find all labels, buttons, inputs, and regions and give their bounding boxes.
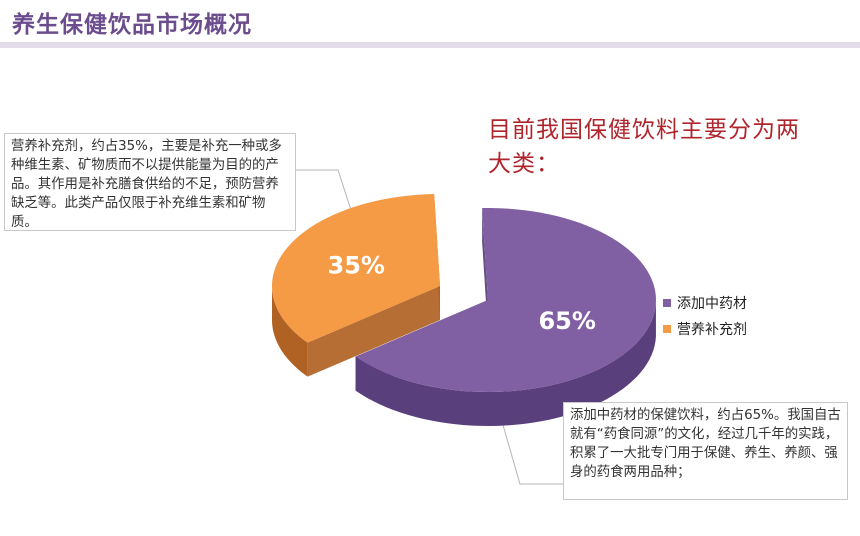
- title-divider: [0, 42, 860, 48]
- pie-top-supplement: [272, 194, 440, 343]
- pie-slices: [272, 194, 656, 426]
- legend-label-supplement: 营养补充剂: [677, 322, 747, 338]
- pie-top-herbal: [355, 208, 656, 392]
- pie-side-herbal: [355, 302, 656, 426]
- legend-label-herbal: 添加中药材: [677, 296, 747, 312]
- pie-label-supplement: 35%: [328, 252, 385, 280]
- chart-headline: 目前我国保健饮料主要分为两大类：: [488, 117, 800, 177]
- pie-side-supplement: [272, 286, 308, 377]
- pie-slice-herbal: [355, 208, 656, 426]
- pie-cut-face-supplement-0: [307, 286, 440, 377]
- pie-slice-supplement: [272, 194, 440, 377]
- legend-item-supplement: 营养补充剂: [663, 316, 747, 342]
- callout-nutrition-supplement: 营养补充剂，约占35%，主要是补充一种或多种维生素、矿物质而不以提供能量为目的的…: [4, 133, 296, 231]
- pie-labels: 65% 35%: [328, 252, 596, 336]
- chart-legend: 添加中药材 营养补充剂: [663, 290, 747, 342]
- legend-swatch-supplement: [663, 325, 671, 333]
- page-title: 养生保健饮品市场概况: [12, 12, 252, 38]
- legend-item-herbal: 添加中药材: [663, 290, 747, 316]
- pie-label-herbal: 65%: [538, 307, 595, 335]
- callout-herbal-drink: 添加中药材的保健饮料，约占65%。我国自古就有“药食同源”的文化，经过几千年的实…: [563, 402, 848, 500]
- legend-swatch-herbal: [663, 299, 671, 307]
